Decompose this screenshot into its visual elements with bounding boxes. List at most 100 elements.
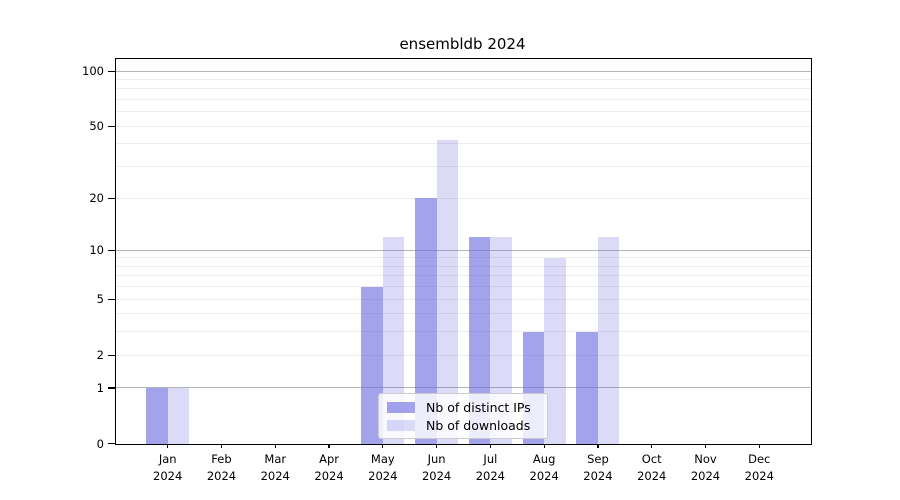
bar-distinct-ips-sep bbox=[576, 332, 598, 444]
y-tick-mark bbox=[108, 354, 115, 356]
x-tick-month: Dec bbox=[748, 452, 771, 466]
gridline-minor bbox=[116, 143, 811, 145]
x-tick-mark bbox=[597, 444, 599, 448]
bar-downloads-jan bbox=[167, 388, 190, 444]
y-tick-label: 0 bbox=[96, 437, 104, 451]
legend-item-downloads: Nb of downloads bbox=[387, 418, 539, 433]
gridline-minor bbox=[116, 111, 811, 113]
legend: Nb of distinct IPs Nb of downloads bbox=[378, 393, 548, 439]
x-tick-mark bbox=[543, 444, 545, 448]
x-tick-mark bbox=[758, 444, 760, 448]
gridline-major bbox=[116, 387, 811, 389]
gridline-minor bbox=[116, 265, 811, 267]
y-tick-label: 100 bbox=[82, 64, 104, 79]
y-tick-label: 50 bbox=[89, 119, 104, 134]
bar-distinct-ips-jun bbox=[415, 198, 437, 444]
x-tick-month: Mar bbox=[264, 452, 287, 466]
x-tick-year: 2024 bbox=[153, 469, 183, 483]
bar-downloads-jun bbox=[436, 140, 459, 444]
x-tick-mark bbox=[382, 444, 384, 448]
gridline-minor bbox=[116, 88, 811, 90]
x-tick-mark bbox=[328, 444, 330, 448]
gridline-minor bbox=[116, 79, 811, 81]
x-tick-label: Nov 2024 bbox=[674, 451, 738, 485]
x-tick-label: Aug 2024 bbox=[512, 451, 576, 485]
bar-distinct-ips-jan bbox=[146, 388, 168, 444]
bar-downloads-sep bbox=[597, 236, 620, 444]
chart-title: ensembldb 2024 bbox=[399, 35, 526, 53]
x-tick-month: Jan bbox=[158, 452, 177, 466]
gridline-major bbox=[116, 70, 811, 72]
gridline-minor bbox=[116, 125, 811, 127]
x-tick-year: 2024 bbox=[368, 469, 398, 483]
x-tick-label: Oct 2024 bbox=[620, 451, 684, 485]
gridline-minor bbox=[116, 286, 811, 288]
y-tick-mark bbox=[108, 442, 115, 444]
x-tick-year: 2024 bbox=[260, 469, 290, 483]
gridline-minor bbox=[116, 257, 811, 259]
y-tick-label: 1 bbox=[96, 380, 104, 395]
bar-downloads-aug bbox=[544, 257, 566, 444]
x-tick-year: 2024 bbox=[529, 469, 559, 483]
gridline-minor bbox=[116, 166, 811, 168]
y-tick-mark bbox=[108, 70, 115, 72]
x-tick-label: Sep 2024 bbox=[566, 451, 630, 485]
x-tick-mark bbox=[220, 444, 223, 448]
gridline-minor bbox=[116, 275, 811, 277]
x-tick-year: 2024 bbox=[637, 469, 667, 483]
y-tick-mark bbox=[108, 298, 115, 300]
legend-label-distinct-ips: Nb of distinct IPs bbox=[426, 399, 531, 415]
x-tick-mark bbox=[704, 444, 707, 448]
x-tick-year: 2024 bbox=[744, 469, 774, 483]
bar-distinct-ips-jul bbox=[468, 236, 491, 444]
gridline-minor bbox=[116, 197, 811, 199]
bar-downloads-jul bbox=[490, 236, 512, 444]
bar-distinct-ips-may bbox=[361, 286, 383, 444]
x-tick-month: Jun bbox=[427, 452, 446, 466]
x-tick-label: Dec 2024 bbox=[727, 451, 791, 485]
gridline-major bbox=[116, 249, 811, 251]
y-tick-mark bbox=[108, 249, 115, 251]
x-tick-year: 2024 bbox=[206, 469, 237, 483]
x-tick-year: 2024 bbox=[690, 469, 721, 483]
x-tick-mark bbox=[167, 444, 169, 448]
y-tick-mark bbox=[108, 387, 115, 389]
x-tick-month: Nov bbox=[694, 452, 717, 466]
y-tick-label: 10 bbox=[89, 243, 104, 258]
x-tick-label: May 2024 bbox=[351, 451, 415, 485]
x-tick-label: Jul 2024 bbox=[458, 451, 522, 485]
x-tick-year: 2024 bbox=[314, 469, 344, 483]
x-tick-mark bbox=[274, 444, 276, 448]
x-tick-label: Jun 2024 bbox=[405, 451, 469, 485]
x-tick-month: May bbox=[370, 452, 395, 466]
x-tick-year: 2024 bbox=[583, 469, 613, 483]
legend-swatch-downloads-icon bbox=[387, 419, 415, 431]
x-tick-label: Jan 2024 bbox=[136, 451, 200, 485]
x-tick-month: Apr bbox=[319, 452, 339, 466]
y-tick-label: 20 bbox=[89, 191, 104, 205]
bar-downloads-may bbox=[382, 236, 405, 444]
legend-label-downloads: Nb of downloads bbox=[426, 417, 531, 433]
gridline-minor bbox=[116, 331, 811, 333]
x-tick-mark bbox=[489, 444, 491, 448]
x-tick-label: Feb 2024 bbox=[189, 451, 253, 485]
legend-swatch-distinct-ips-icon bbox=[387, 401, 415, 413]
legend-item-distinct-ips: Nb of distinct IPs bbox=[387, 400, 539, 415]
x-tick-mark bbox=[651, 444, 653, 448]
x-tick-month: Sep bbox=[587, 452, 609, 466]
plot-area: Nb of distinct IPs Nb of downloads 0 1 2 5 1… bbox=[82, 58, 812, 483]
x-tick-month: Aug bbox=[532, 452, 556, 466]
y-tick-label: 2 bbox=[96, 348, 104, 363]
x-tick-label: Mar 2024 bbox=[243, 451, 307, 485]
x-tick-label: Apr 2024 bbox=[297, 451, 361, 485]
gridline-minor bbox=[116, 313, 811, 315]
gridline-minor bbox=[116, 298, 811, 300]
x-tick-mark bbox=[436, 444, 438, 448]
x-tick-month: Feb bbox=[211, 452, 232, 466]
x-tick-year: 2024 bbox=[475, 469, 506, 483]
y-tick-label: 5 bbox=[96, 292, 104, 307]
x-tick-month: Oct bbox=[641, 452, 662, 466]
x-tick-month: Jul bbox=[483, 452, 498, 466]
y-tick-mark bbox=[108, 197, 115, 199]
